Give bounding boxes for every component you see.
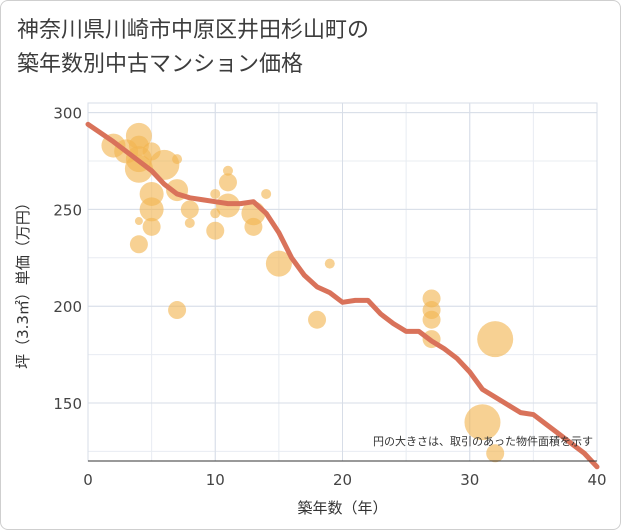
grid-lines [87,102,598,462]
bubble-point [149,149,180,180]
x-axis-title: 築年数（年） [297,499,387,517]
y-tick-label: 300 [53,105,82,123]
bubble-point [124,154,153,183]
x-tick-label: 20 [333,471,352,489]
y-tick-label: 150 [53,395,82,413]
bubble-point [464,404,501,441]
bubble-point [324,258,335,269]
y-tick-label: 200 [53,298,82,316]
trend-series [85,121,600,470]
bubble-point [222,165,233,176]
bubble-point [218,173,237,192]
x-tick-label: 30 [460,471,479,489]
x-tick-label: 0 [83,471,93,489]
bubble-point [210,188,221,199]
bubble-point [244,217,263,236]
bubble-point [206,221,225,240]
bubble-point [184,217,195,228]
bubble-point [134,217,143,226]
bubble-point [261,188,272,199]
y-tick-label: 250 [53,201,82,219]
bubble-point [172,154,183,165]
bubble-size-note: 円の大きさは、取引のあった物件面積を示す [373,434,593,448]
bubble-point [265,250,292,277]
bubble-point [129,235,148,254]
bubble-point [180,200,199,219]
chart-title-line2: 築年数別中古マンション価格 [17,52,304,77]
bubble-point [142,217,161,236]
bubble-point [477,321,514,358]
x-tick-label: 40 [587,471,606,489]
axes: 0 10 20 30 40 150 200 250 300 [53,105,606,489]
x-tick-label: 10 [206,471,225,489]
chart-title: 神奈川県川崎市中原区井田杉山町の 築年数別中古マンション価格 [17,14,577,82]
bubble-point [486,444,505,463]
bubble-point [422,310,441,329]
bubble-point [139,197,164,222]
bubble-point [168,301,187,320]
y-axis-title: 坪（3.3㎡）単価（万円） [14,195,32,369]
trend-line [85,121,600,470]
chart-title-line1: 神奈川県川崎市中原区井田杉山町の [17,18,370,43]
bubble-point [308,310,327,329]
